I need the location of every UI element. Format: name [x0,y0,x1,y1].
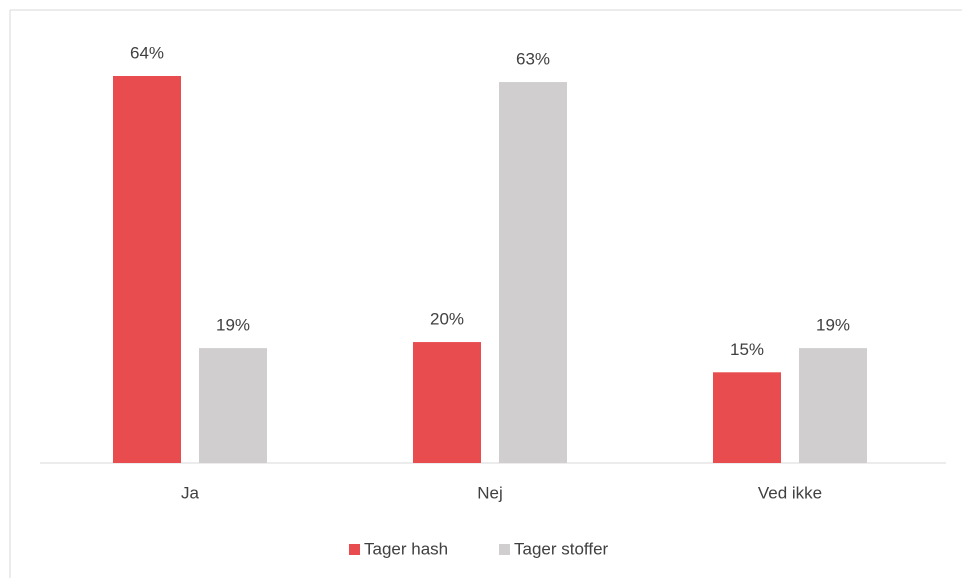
data-label: 64% [130,43,164,62]
bar [199,348,267,463]
bar [799,348,867,463]
legend-label: Tager hash [364,539,448,558]
data-label: 20% [430,310,464,329]
bar [413,342,481,463]
x-tick-label: Ved ikke [758,483,822,502]
data-label: 19% [216,316,250,335]
data-label: 63% [516,50,550,69]
bar [713,372,781,463]
data-label: 19% [816,316,850,335]
legend-swatch [349,544,360,555]
bar [113,76,181,463]
bar [499,82,567,463]
x-tick-label: Nej [477,483,503,502]
legend-label: Tager stoffer [514,539,609,558]
legend-swatch [499,544,510,555]
x-tick-label: Ja [181,483,200,502]
data-label: 15% [730,340,764,359]
